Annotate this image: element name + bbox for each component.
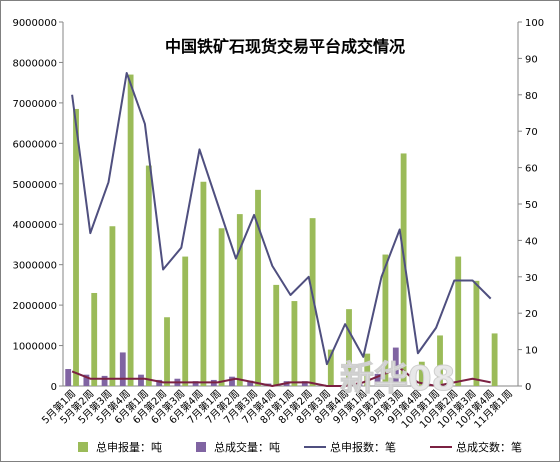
bar-declared-volume (400, 153, 407, 386)
legend-swatch (196, 442, 206, 452)
legend-label: 总成交数：笔 (456, 440, 522, 454)
bar-traded-volume (356, 383, 363, 386)
legend-label: 总成交量：吨 (214, 440, 280, 454)
y-tick-label-right: 90 (525, 54, 538, 65)
bar-declared-volume (364, 353, 371, 386)
y-tick-label-left: 5000000 (12, 180, 57, 191)
bar-declared-volume (127, 74, 134, 387)
y-tick-label-left: 6000000 (12, 139, 57, 150)
bar-declared-volume (236, 214, 243, 386)
y-tick-label-right: 0 (525, 382, 531, 393)
y-tick-label-right: 80 (525, 91, 538, 102)
bar-traded-volume (156, 379, 163, 386)
bar-declared-volume (255, 189, 261, 386)
legend: 总申报量：吨 总成交量：吨 总申报数：笔 总成交数：笔 (78, 440, 522, 454)
y-tick-label-left: 2000000 (12, 301, 57, 312)
y-tick-label-left: 1000000 (12, 342, 57, 353)
y-tick-label-right: 20 (525, 309, 538, 320)
y-tick-label-right: 40 (525, 236, 538, 247)
chart-title: 中国铁矿石现货交易平台成交情况 (165, 37, 405, 56)
bars (65, 74, 498, 387)
y-tick-label-right: 70 (525, 127, 538, 138)
bar-declared-volume (437, 335, 443, 386)
y-tick-label-left: 4000000 (12, 220, 57, 231)
bar-traded-volume (374, 373, 381, 386)
bar-traded-volume (247, 380, 254, 386)
bar-declared-volume (418, 361, 425, 386)
bar-traded-volume (301, 381, 308, 386)
bar-traded-volume (101, 375, 108, 386)
bar-traded-volume (192, 381, 199, 386)
bar-declared-volume (327, 349, 334, 386)
bar-declared-volume (309, 218, 316, 386)
y-tick-label-right: 30 (525, 273, 538, 284)
y-tick-label-right: 10 (525, 346, 538, 357)
lines (71, 71, 492, 387)
bar-declared-volume (164, 317, 170, 386)
bar-declared-volume (455, 256, 462, 386)
bar-traded-volume (229, 376, 235, 386)
bar-declared-volume (346, 309, 352, 386)
bar-declared-volume (91, 292, 98, 386)
bar-declared-volume (382, 254, 389, 386)
legend-label: 总申报量：吨 (96, 440, 162, 454)
legend-swatch (78, 442, 88, 452)
bar-declared-volume (218, 228, 225, 386)
y-tick-label-left: 8000000 (12, 58, 57, 69)
legend-label: 总申报数：笔 (330, 440, 396, 454)
y-tick-label-right: 50 (525, 200, 538, 211)
y-tick-label-left: 3000000 (12, 261, 57, 272)
bar-declared-volume (145, 165, 152, 386)
line-traded-count (71, 366, 491, 387)
y-tick-label-right: 100 (525, 18, 544, 29)
bar-declared-volume (273, 284, 280, 386)
bar-traded-volume (65, 369, 72, 386)
y-tick-label-left: 7000000 (12, 99, 57, 110)
watermark: 新华08 (340, 359, 455, 399)
bar-declared-volume (182, 256, 189, 386)
bar-traded-volume (83, 374, 90, 386)
bar-traded-volume (138, 374, 144, 386)
bar-traded-volume (392, 347, 399, 386)
bar-declared-volume (473, 280, 480, 386)
y-tick-label-left: 9000000 (12, 18, 57, 29)
bar-declared-volume (200, 181, 207, 386)
y-tick-label-right: 60 (525, 164, 538, 175)
y-tick-label-left: 0 (51, 382, 57, 393)
bar-declared-volume (109, 226, 116, 386)
bar-declared-volume (491, 333, 498, 386)
axes: 0 1000000 2000000 3000000 4000000 5000000 6000… (12, 18, 544, 393)
bar-declared-volume (73, 108, 79, 386)
bar-declared-volume (291, 301, 298, 386)
bar-traded-volume (119, 352, 126, 386)
line-declared-count (71, 71, 492, 366)
